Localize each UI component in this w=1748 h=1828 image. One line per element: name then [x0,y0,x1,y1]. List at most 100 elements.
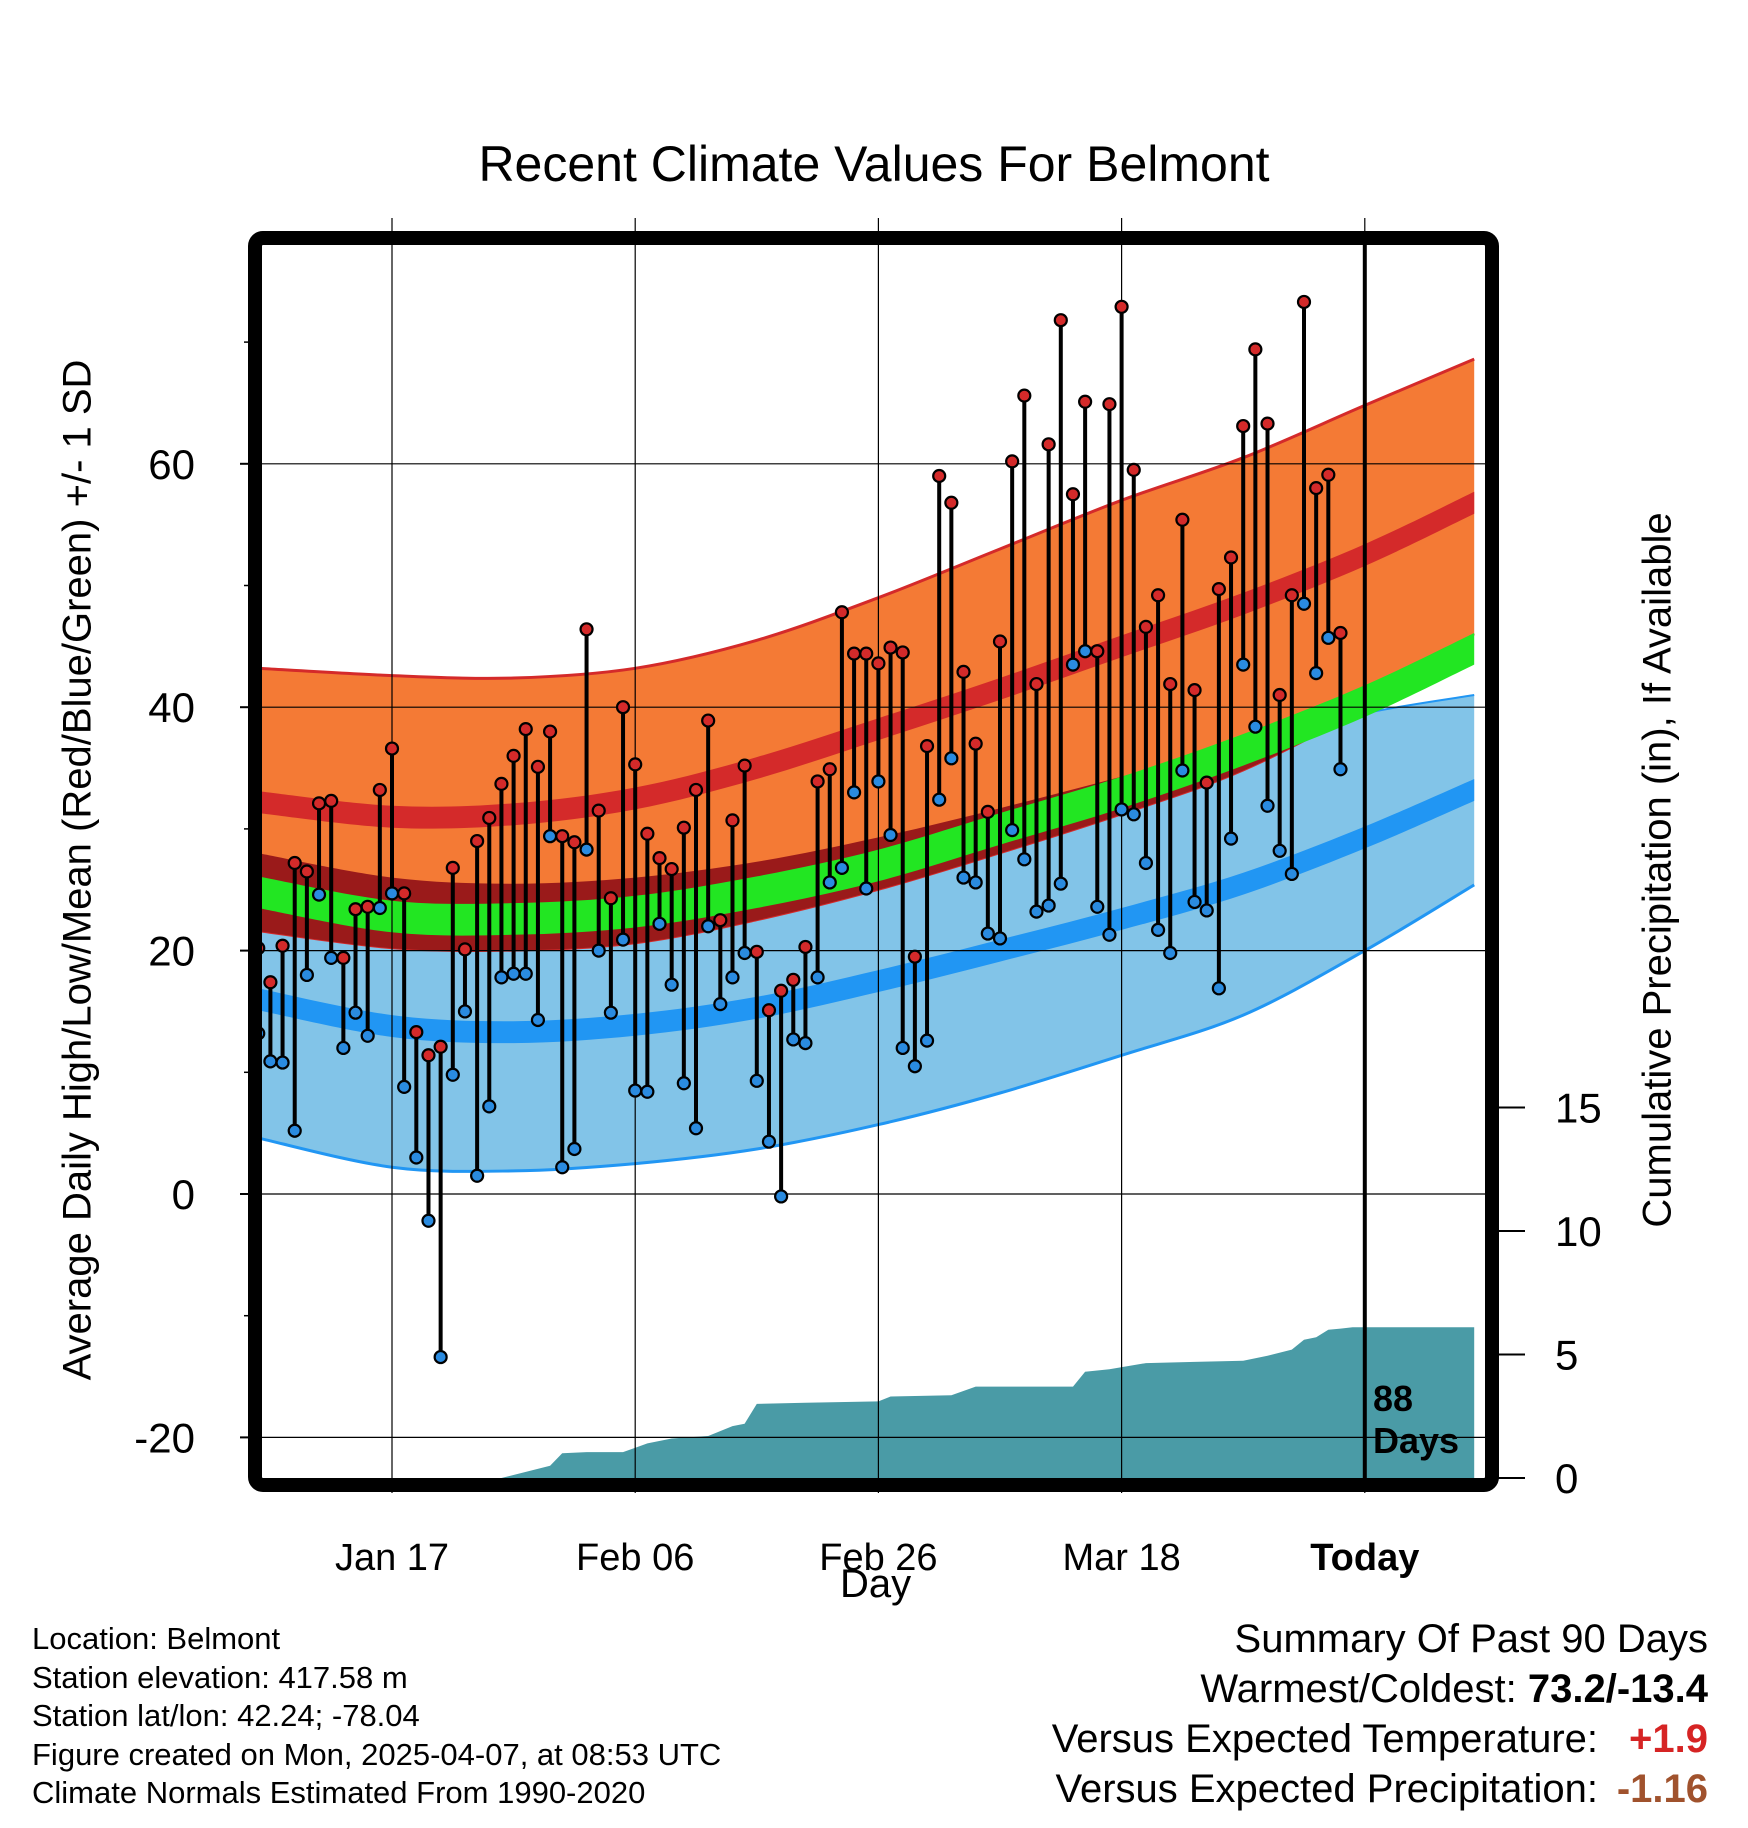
low-point [980,926,995,941]
high-point [530,759,546,774]
low-point [652,916,667,931]
low-point [1260,798,1275,813]
high-point [433,1039,448,1054]
low-point [518,966,533,981]
low-point [433,1349,448,1365]
low-point [1333,762,1348,777]
high-point [542,724,558,739]
summary-precip: Versus Expected Precipitation: -1.16 [1052,1767,1708,1817]
low-point [1041,898,1056,913]
high-point [1309,481,1324,496]
low-point [494,970,509,985]
days-count-word: Days [1373,1420,1460,1461]
high-point [1260,416,1275,431]
low-point [1175,763,1190,778]
high-point [1284,588,1299,603]
left-tick-label: 20 [148,928,195,975]
high-point [1065,487,1081,502]
low-point [579,842,594,857]
low-point [348,1005,363,1020]
meta-location: Location: Belmont [32,1621,281,1656]
high-point [859,646,874,661]
high-point [1296,294,1312,310]
high-point [1187,683,1202,698]
y-axis-left-label: Average Daily High/Low/Mean (Red/Blue/Gr… [55,359,100,1381]
low-point [810,970,825,985]
high-point [1163,676,1178,692]
precipitation-area-fill [262,1327,1475,1478]
high-point [482,810,497,826]
low-point [1138,855,1154,871]
high-point [968,736,983,751]
low-point [664,977,679,992]
low-point [676,1076,691,1091]
low-point [932,792,947,807]
low-point [774,1189,789,1204]
high-point [1017,388,1032,403]
low-point [956,870,971,885]
meta-normals: Climate Normals Estimated From 1990-2020 [32,1775,646,1810]
meta-elevation: Station elevation: 417.58 m [32,1659,408,1695]
high-point [895,645,910,660]
high-point [1321,467,1336,482]
low-point [1211,981,1226,996]
high-point [1090,644,1105,659]
low-point [457,1004,473,1019]
low-point [688,1121,704,1136]
low-point [737,945,752,961]
low-point [1187,894,1202,910]
high-point [640,826,655,841]
y-axis-right-label: Cumulative Precipitation (in), If Availa… [1635,512,1680,1228]
low-point [445,1067,460,1082]
x-axis-label: Day [840,1562,912,1606]
high-point [701,713,716,728]
low-point [883,827,898,843]
low-point [299,967,314,983]
high-point [725,813,740,828]
high-point [664,861,679,877]
low-point [1102,927,1117,942]
high-point [798,939,813,955]
high-point [919,739,935,754]
high-point [737,758,752,773]
low-point [871,774,886,789]
plot-frame [248,231,1499,1492]
low-point [1150,922,1166,938]
right-tick-label: 15 [1555,1085,1602,1132]
high-point [1150,588,1166,603]
low-point [287,1123,302,1138]
high-point [324,793,339,809]
high-point [591,803,606,818]
high-point [348,902,363,917]
right-tick-label: 10 [1555,1208,1602,1255]
low-point [907,1059,922,1074]
high-point [311,796,327,811]
high-point [1272,687,1287,703]
low-point [761,1134,777,1149]
high-point [1053,313,1068,328]
high-point [822,762,837,777]
low-point [1017,852,1032,867]
low-point [786,1032,801,1047]
station-metadata: Location: Belmont Station elevation: 417… [32,1620,721,1813]
high-point [421,1048,436,1063]
daily-points [251,294,1348,1365]
high-point [1333,625,1348,641]
meta-latlon: Station lat/lon: 42.24; -78.04 [32,1698,420,1733]
low-point [1078,644,1093,659]
low-point [1005,823,1020,838]
meta-created: Figure created on Mon, 2025-04-07, at 08… [32,1736,722,1772]
left-tick-label: 0 [172,1171,195,1218]
low-point [1272,843,1287,858]
high-point [263,975,278,990]
high-point [1248,342,1263,357]
low-point [798,1035,813,1051]
low-point [834,860,850,875]
high-point [555,829,570,844]
high-point [299,864,314,879]
chart-title: Recent Climate Values For Belmont [478,136,1270,192]
low-point [384,886,400,901]
low-point [1321,630,1336,645]
high-point [980,804,995,819]
